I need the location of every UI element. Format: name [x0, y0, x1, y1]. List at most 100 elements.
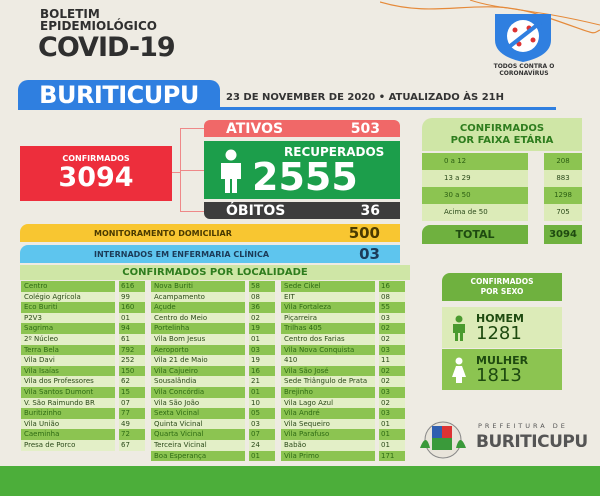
faixa-etaria-header: CONFIRMADOS POR FAIXA ETÁRIA	[422, 118, 582, 151]
man-icon	[453, 315, 465, 341]
table-row: Vila Lago Azul 02	[281, 397, 407, 409]
table-row: Colégio Agrícola 99	[21, 291, 147, 303]
localidade-name: Sede Triângulo de Prata	[281, 376, 375, 387]
woman-icon	[452, 357, 466, 383]
localidade-count: 02	[379, 323, 405, 334]
table-row: Quarta Vicinal 07	[151, 429, 277, 440]
prefeitura-label: PREFEITURA DE	[478, 422, 568, 430]
table-row: Vila Fortaleza 55	[281, 302, 407, 313]
localidade-count: 11	[379, 355, 405, 366]
localidade-name: Caeminha	[21, 429, 115, 440]
localidade-count: 02	[379, 365, 405, 377]
campaign-text: TODOS CONTRA O CORONAVÍRUS	[493, 63, 555, 77]
sexo-header: CONFIRMADOS POR SEXO	[442, 273, 562, 301]
localidade-count: 72	[119, 429, 145, 440]
localidade-name: Vila 21 de Maio	[151, 355, 245, 366]
localidade-count: 55	[379, 302, 405, 313]
table-row: Nova Buriti 58	[151, 281, 277, 292]
title-covid: COVID-19	[38, 32, 176, 63]
localidade-count: 07	[249, 429, 275, 440]
localidade-name: Vila Concórdia	[151, 386, 245, 398]
table-row: Acima de 50 705	[422, 204, 582, 221]
localidade-count: 15	[119, 386, 145, 398]
localidade-count: 62	[119, 376, 145, 387]
localidade-count: 19	[249, 323, 275, 334]
localidade-name: Portelinha	[151, 323, 245, 334]
table-row: V. São Raimundo BR 07	[21, 397, 147, 409]
localidade-count: 03	[379, 344, 405, 356]
virus-shield-icon	[495, 14, 551, 62]
localidade-name: Vila Davi	[21, 355, 115, 366]
localidade-count: 03	[249, 418, 275, 430]
localidade-name: Eco Buriti	[21, 302, 115, 313]
table-row: Vila dos Professores 62	[21, 376, 147, 387]
localidade-name: EIT	[281, 291, 375, 303]
localidade-count: 01	[379, 418, 405, 430]
localidade-count: 24	[249, 439, 275, 451]
localidade-count: 61	[119, 333, 145, 345]
decorative-curve	[380, 0, 600, 34]
title-boletim: BOLETIM EPIDEMIOLÓGICO	[40, 7, 157, 33]
localidade-name: Terceira Vicinal	[151, 439, 245, 451]
table-row: Terceira Vicinal 24	[151, 439, 277, 451]
localidade-count: 08	[249, 291, 275, 303]
table-row: Açude 36	[151, 302, 277, 313]
localidade-name: Vila União	[21, 418, 115, 430]
table-row: Centro dos Farias 02	[281, 333, 407, 345]
localidade-column: Sede Cikel 16 EIT 08 Vila Fortaleza 55 Piçarre…	[281, 281, 407, 462]
table-row: Aeroporto 03	[151, 344, 277, 356]
age-count: 705	[544, 204, 582, 221]
localidade-name: Nova Buriti	[151, 281, 245, 292]
localidade-name: Vila Bom Jesus	[151, 333, 245, 345]
localidade-count: 160	[119, 302, 145, 313]
table-row: Piçarreira 03	[281, 312, 407, 324]
localidade-name: Centro	[21, 281, 115, 292]
localidade-count: 02	[379, 376, 405, 387]
localidade-name: 410	[281, 355, 375, 366]
recuperados-value: 2555	[252, 155, 358, 199]
table-row: Sousalândia 21	[151, 376, 277, 387]
table-row: Sede Cikel 16	[281, 281, 407, 292]
localidade-name: Centro do Meio	[151, 312, 245, 324]
localidade-name: Piçarreira	[281, 312, 375, 324]
localidade-column: Centro 616 Colégio Agrícola 99 Eco Buriti 160…	[21, 281, 147, 451]
homem-box: HOMEM 1281	[442, 307, 562, 348]
bracket-line	[180, 170, 204, 171]
table-row: Brejinho 03	[281, 386, 407, 398]
localidade-count: 05	[249, 408, 275, 419]
localidade-name: 2º Núcleo	[21, 333, 115, 345]
table-row: Vila Primo 171	[281, 450, 407, 462]
prefeitura-name: BURITICUPU	[476, 432, 588, 452]
table-row: Vila Davi 252	[21, 355, 147, 366]
table-row: Eco Buriti 160	[21, 302, 147, 313]
localidade-count: 01	[119, 312, 145, 324]
localidade-count: 150	[119, 365, 145, 377]
localidade-name: Vila Primo	[281, 450, 375, 462]
localidade-name: Vila Sequeiro	[281, 418, 375, 430]
table-row: Vila Isaías 150	[21, 365, 147, 377]
table-row: Buritizinho 77	[21, 408, 147, 419]
table-row: Vila Cajueiro 16	[151, 365, 277, 377]
localidade-name: Quarta Vicinal	[151, 429, 245, 440]
table-row: Vila Nova Conquista 03	[281, 344, 407, 356]
faixa-etaria-table: 0 a 12 208 13 a 29 883 30 a 50 1298 Acima de 5…	[422, 153, 582, 221]
table-row: Sagrima 94	[21, 323, 147, 334]
table-row: Vila União 49	[21, 418, 147, 430]
localidade-name: Babão	[281, 439, 375, 451]
localidade-count: 21	[249, 376, 275, 387]
localidade-name: Brejinho	[281, 386, 375, 398]
table-row: P2V3 01	[21, 312, 147, 324]
footer-bar	[0, 466, 600, 496]
localidade-name: Vila dos Professores	[21, 376, 115, 387]
localidade-name: Vila São João	[151, 397, 245, 409]
localidade-name: V. São Raimundo BR	[21, 397, 115, 409]
table-row: Vila São José 02	[281, 365, 407, 377]
age-range: Acima de 50	[422, 204, 528, 221]
localidade-count: 16	[379, 281, 405, 292]
localidade-name: Quinta Vicinal	[151, 418, 245, 430]
localidade-name: Terra Bela	[21, 344, 115, 356]
localidade-count: 02	[249, 312, 275, 324]
localidade-count: 94	[119, 323, 145, 334]
localidade-count: 01	[249, 333, 275, 345]
localidade-column: Nova Buriti 58 Acampamento 08 Açude 36 Centro …	[151, 281, 277, 462]
